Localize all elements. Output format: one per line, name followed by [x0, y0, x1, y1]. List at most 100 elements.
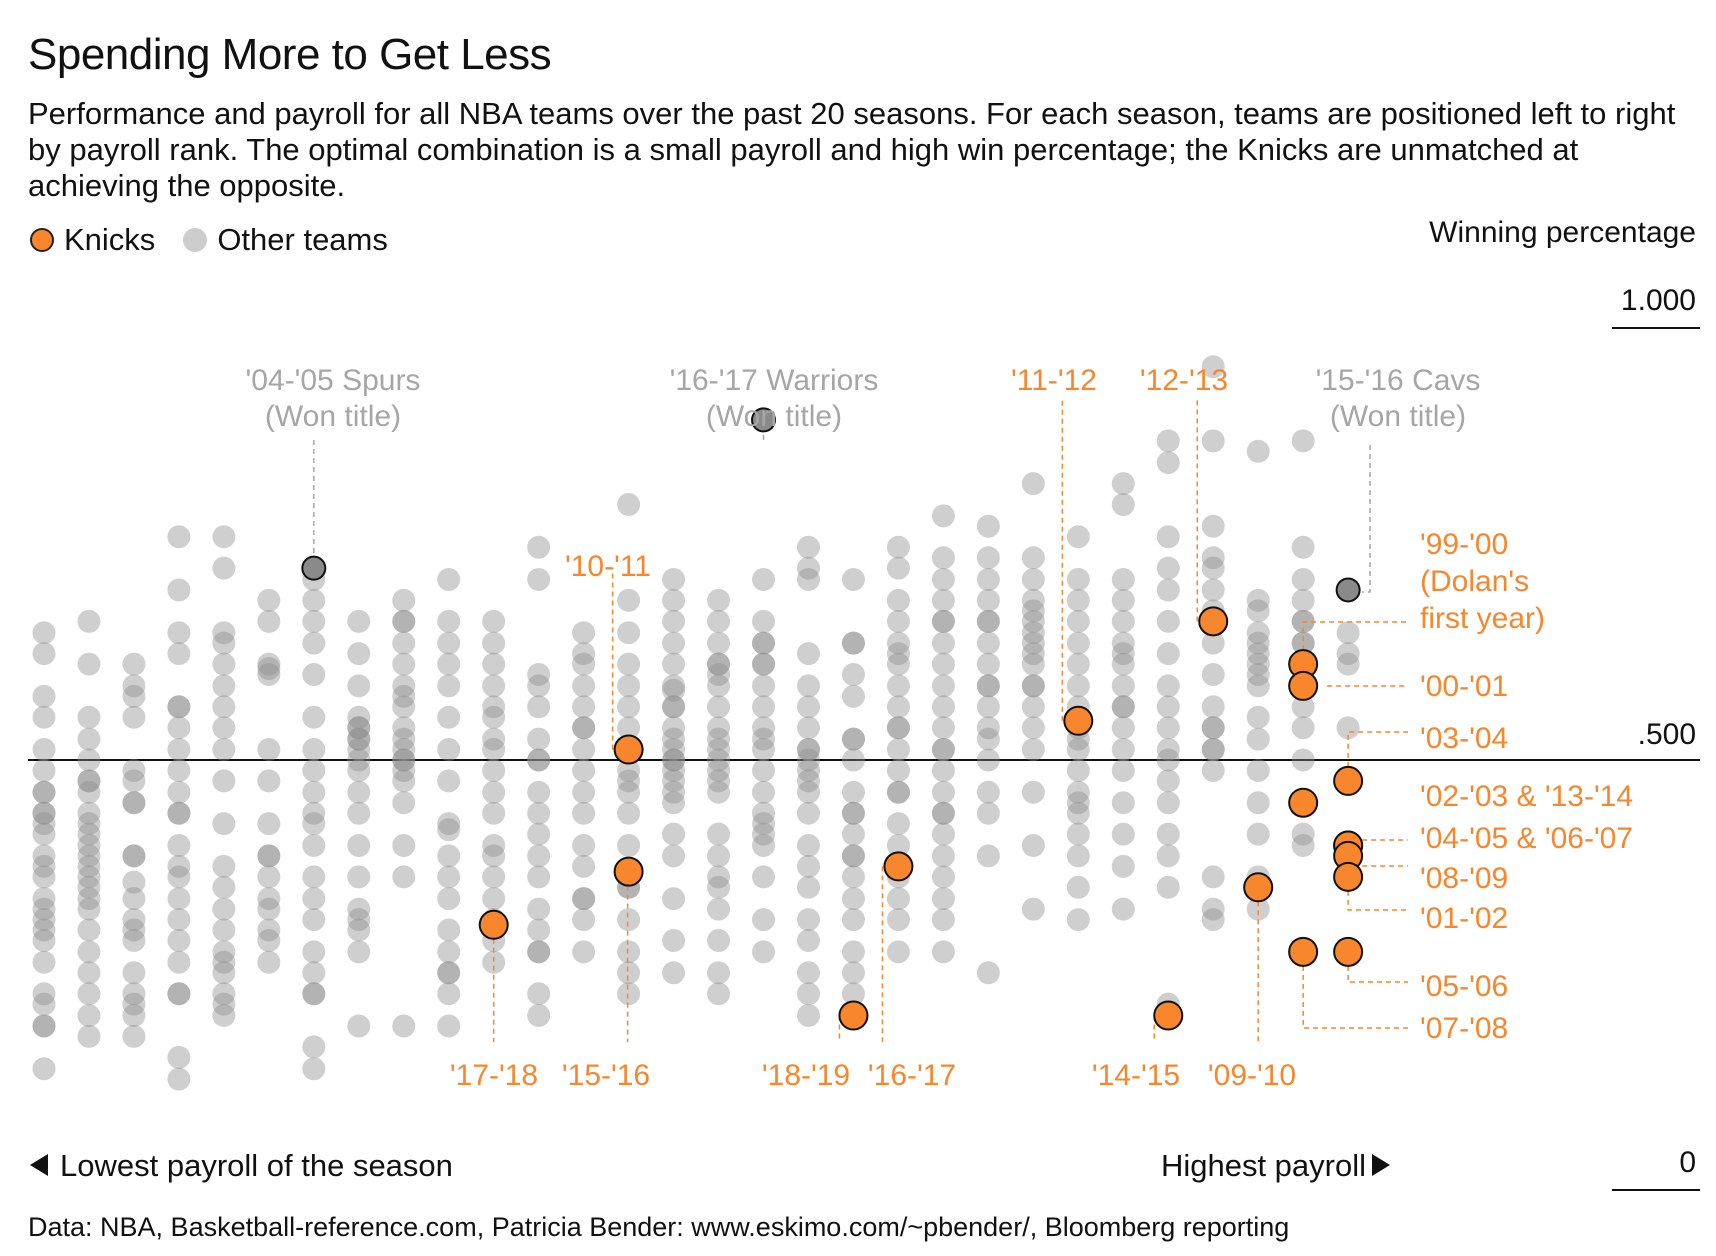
other-team-dot — [886, 780, 910, 804]
other-team-dot — [167, 525, 191, 549]
other-team-dot — [886, 588, 910, 612]
other-team-dot — [931, 758, 955, 782]
other-team-dot — [392, 652, 416, 676]
other-team-dot — [122, 674, 146, 698]
other-team-dot — [482, 758, 506, 782]
other-team-dot — [931, 674, 955, 698]
other-team-dot — [886, 758, 910, 782]
other-team-dot — [437, 631, 461, 655]
knicks-dot — [1063, 705, 1094, 736]
other-team-dot — [257, 897, 281, 921]
other-team-dot — [1246, 652, 1270, 676]
other-team-dot — [1021, 609, 1045, 633]
other-team-dot — [662, 758, 686, 782]
other-team-dot — [302, 801, 326, 825]
other-team-dot — [1111, 695, 1135, 719]
y-tick-label: .500 — [1638, 718, 1696, 751]
other-team-dot — [527, 695, 551, 719]
other-team-dot — [32, 982, 56, 1006]
other-team-dot — [752, 801, 776, 825]
other-team-dot — [572, 674, 596, 698]
knicks-label: '09-'10 — [1208, 1059, 1296, 1092]
legend-knicks-swatch — [30, 228, 54, 252]
other-team-dot — [257, 812, 281, 836]
other-team-dot — [122, 769, 146, 793]
other-team-dot — [707, 716, 731, 740]
other-team-dot — [841, 631, 865, 655]
other-team-dot — [931, 716, 955, 740]
other-team-dot — [167, 780, 191, 804]
other-team-dot — [1111, 642, 1135, 666]
other-team-dot — [662, 716, 686, 740]
other-team-dot — [77, 940, 101, 964]
other-team-dot — [527, 748, 551, 772]
other-team-dot — [77, 822, 101, 846]
other-team-dot — [886, 812, 910, 836]
other-team-dot — [347, 716, 371, 740]
other-team-dot — [841, 567, 865, 591]
other-team-dot — [302, 833, 326, 857]
other-team-dot — [1156, 844, 1180, 868]
annotation-sublabel: (Won title) — [706, 400, 842, 433]
other-team-dot — [1066, 780, 1090, 804]
other-team-dot — [1156, 769, 1180, 793]
other-team-dot — [437, 609, 461, 633]
other-team-dot — [707, 588, 731, 612]
other-team-dot — [122, 705, 146, 729]
other-team-dot — [122, 684, 146, 708]
other-team-dot — [1066, 567, 1090, 591]
other-team-dot — [796, 738, 820, 762]
other-team-dot — [302, 738, 326, 762]
other-team-dot — [482, 674, 506, 698]
other-team-dot — [931, 780, 955, 804]
other-team-dot — [707, 663, 731, 687]
other-team-dot — [1066, 875, 1090, 899]
other-team-dot — [122, 791, 146, 815]
knicks-label: '16-'17 — [868, 1059, 956, 1092]
other-team-dot — [1066, 609, 1090, 633]
other-team-dot — [527, 780, 551, 804]
other-team-dot — [392, 695, 416, 719]
other-team-dot — [976, 546, 1000, 570]
other-team-dot — [841, 684, 865, 708]
other-team-dot — [662, 748, 686, 772]
other-team-dot — [841, 865, 865, 889]
other-team-dot — [32, 801, 56, 825]
other-team-dot — [1111, 652, 1135, 676]
other-team-dot — [77, 705, 101, 729]
other-team-dot — [886, 631, 910, 655]
other-team-dot — [32, 642, 56, 666]
other-team-dot — [392, 684, 416, 708]
other-team-dot — [392, 748, 416, 772]
other-team-dot — [77, 812, 101, 836]
other-team-dot — [1246, 631, 1270, 655]
other-team-dot — [77, 1024, 101, 1048]
other-team-dot — [707, 780, 731, 804]
other-team-dot — [976, 716, 1000, 740]
other-team-dot — [841, 727, 865, 751]
other-team-dot — [931, 908, 955, 932]
other-team-dot — [662, 631, 686, 655]
other-team-dot — [1201, 355, 1225, 379]
other-team-dot — [572, 887, 596, 911]
knicks-label: '04-'05 & '06-'07 — [1420, 822, 1633, 855]
other-team-dot — [1246, 897, 1270, 921]
other-team-dot — [257, 588, 281, 612]
other-team-dot — [617, 769, 641, 793]
other-team-dot — [752, 652, 776, 676]
other-team-dot — [1201, 908, 1225, 932]
other-team-dot — [32, 780, 56, 804]
other-team-dot — [122, 992, 146, 1016]
other-team-dot — [212, 854, 236, 878]
other-team-dot — [572, 887, 596, 911]
other-team-dot — [976, 695, 1000, 719]
other-team-dot — [796, 758, 820, 782]
other-team-dot — [617, 695, 641, 719]
other-team-dot — [752, 758, 776, 782]
knicks-dot — [1288, 670, 1319, 701]
other-team-dot — [122, 791, 146, 815]
other-team-dot — [77, 982, 101, 1006]
other-team-dot — [1111, 631, 1135, 655]
other-team-dot — [167, 621, 191, 645]
other-team-dot — [707, 897, 731, 921]
